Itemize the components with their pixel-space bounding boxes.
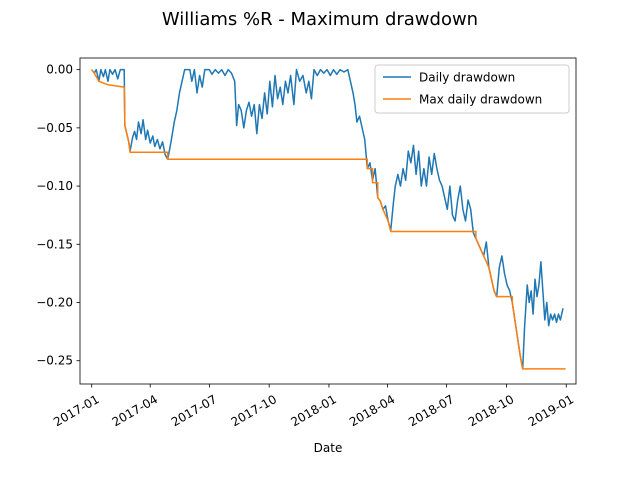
x-axis-label: Date [314,441,343,455]
x-tick-label: 2019-01 [526,392,576,429]
legend-label: Daily drawdown [419,71,515,85]
x-tick-label: 2018-10 [466,392,516,429]
x-tick-label: 2017-07 [169,392,219,429]
x-tick-label: 2017-01 [51,392,101,429]
y-tick-label: −0.20 [36,296,73,310]
series-line-max-daily-drawdown [91,69,566,370]
axes-frame [79,57,577,385]
x-tick-label: 2017-04 [110,392,160,429]
x-tick-label: 2018-01 [288,392,338,429]
legend-label: Max daily drawdown [419,93,542,107]
x-tick-label: 2017-10 [229,392,279,429]
chart-title: Williams %R - Maximum drawdown [162,9,478,30]
series-line-daily-drawdown [91,68,564,370]
y-tick-label: 0.00 [46,63,73,77]
legend: Daily drawdown Max daily drawdown [374,64,570,114]
y-tick-label: −0.25 [36,354,73,368]
x-tick-label: 2018-04 [347,392,397,429]
plot-area [91,68,566,370]
axes: 2017-01 2017-04 2017-07 2017-10 2018-01 2018-… [36,57,577,429]
y-tick-label: −0.15 [36,237,73,251]
legend-box [374,64,570,114]
y-tick-label: −0.05 [36,121,73,135]
y-tick-label: −0.10 [36,179,73,193]
x-tick-label: 2018-07 [406,392,456,429]
